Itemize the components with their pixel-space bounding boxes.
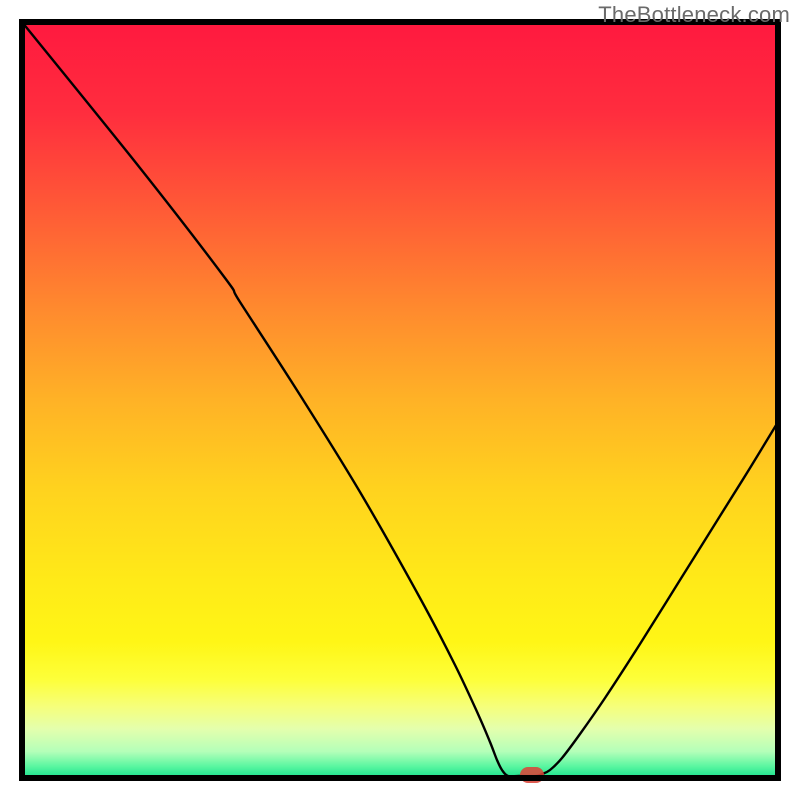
watermark-label: TheBottleneck.com <box>598 2 790 28</box>
bottleneck-chart: TheBottleneck.com <box>0 0 800 800</box>
chart-plot <box>0 0 800 800</box>
chart-background <box>22 22 778 778</box>
